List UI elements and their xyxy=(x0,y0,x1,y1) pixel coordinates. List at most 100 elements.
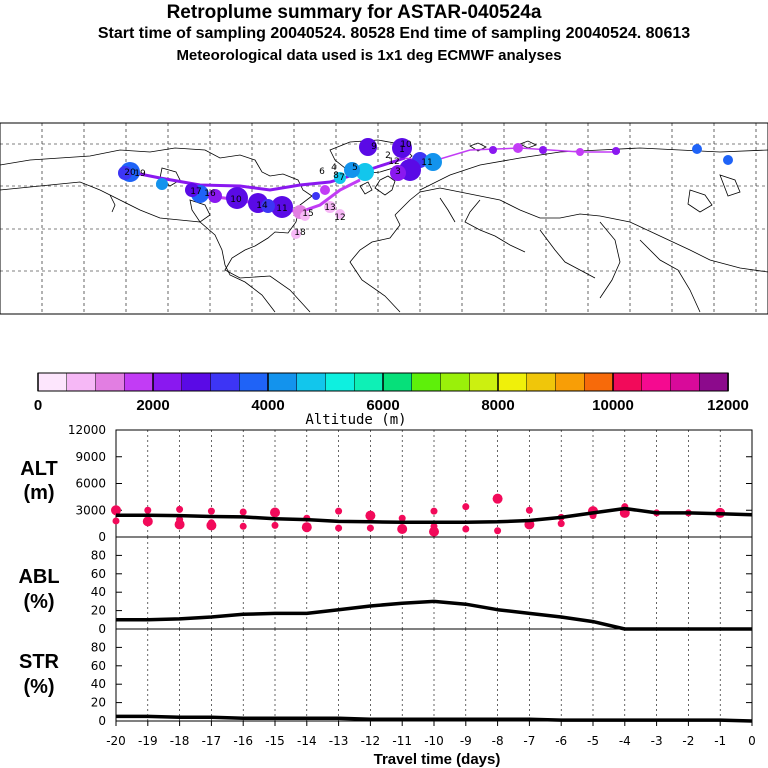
meteo-source: Meteorological data used is 1x1 deg ECMW… xyxy=(176,47,562,64)
plume-number-label: 11 xyxy=(276,204,287,214)
y-tick-label: 0 xyxy=(98,530,106,544)
altitude-point xyxy=(397,523,408,534)
colorbar-cell xyxy=(66,372,97,392)
plume-number-label: 8 xyxy=(333,171,339,181)
main-title: Retroplume summary for ASTAR-040524a xyxy=(166,2,542,23)
plume-marker xyxy=(344,162,360,178)
plume-number-label: 20 xyxy=(124,168,136,178)
sampling-times: Start time of sampling 20040524. 80528 E… xyxy=(97,25,691,42)
plume-marker xyxy=(226,187,248,209)
altitude-point xyxy=(557,520,565,528)
str-label: STR xyxy=(19,651,60,673)
colorbar-cell xyxy=(612,372,643,392)
colorbar-cell xyxy=(181,372,212,392)
plume-number-label: 11 xyxy=(421,158,432,168)
map-grid xyxy=(0,123,768,314)
plume-marker xyxy=(539,146,547,154)
plume-marker xyxy=(118,166,132,180)
colorbar-cell xyxy=(267,372,298,392)
colorbar-cell xyxy=(296,372,327,392)
x-tick-label: -19 xyxy=(138,734,158,748)
plume-number-label: 10 xyxy=(230,195,242,205)
y-tick-label: 12000 xyxy=(68,423,106,437)
altitude-point xyxy=(176,505,184,513)
altitude-point xyxy=(271,521,279,529)
colorbar-cell xyxy=(239,372,269,392)
colorbar-cell xyxy=(354,372,384,392)
colorbar-tick-label: 8000 xyxy=(481,397,514,414)
x-tick-label: -13 xyxy=(329,734,349,748)
y-tick-label: 0 xyxy=(98,622,106,636)
str-series-line xyxy=(116,714,753,723)
colorbar-label: Altitude (m) xyxy=(305,412,406,428)
y-tick-label: 20 xyxy=(91,604,106,618)
altitude-point xyxy=(430,507,438,515)
x-tick-label: -7 xyxy=(523,734,535,748)
colorbar-cell xyxy=(124,372,154,392)
plume-marker xyxy=(612,147,620,155)
plume-number-label: 17 xyxy=(190,187,201,197)
plume-number-label: 16 xyxy=(204,189,216,199)
plume-number-label: 19 xyxy=(134,169,146,179)
plume-number-label: 13 xyxy=(324,203,335,213)
plume-number-label: 18 xyxy=(294,228,306,238)
altitude-point xyxy=(462,503,470,511)
plume-marker xyxy=(692,144,702,154)
plume-marker xyxy=(320,185,330,195)
plume-number-label: 3 xyxy=(395,167,401,177)
plume-number-label: 10 xyxy=(400,140,412,150)
altitude-point xyxy=(112,517,120,525)
altitude-point xyxy=(144,506,152,514)
alt-panel: 0 3000 6000 9000 12000 xyxy=(68,423,753,544)
x-tick-label: -1 xyxy=(714,734,726,748)
alt-label: ALT xyxy=(20,458,57,480)
plume-number-label: 7 xyxy=(339,173,345,183)
altitude-point xyxy=(525,506,533,514)
altitude-point xyxy=(398,514,406,522)
colorbar-cell xyxy=(526,372,557,392)
colorbar-cell xyxy=(152,372,183,392)
colorbar-cell xyxy=(584,372,614,392)
x-tick-label: -3 xyxy=(651,734,663,748)
plume-marker xyxy=(489,146,497,154)
plume-marker xyxy=(271,196,293,218)
plume-number-label: 4 xyxy=(331,163,337,173)
colorbar-cell xyxy=(95,372,125,392)
plume-marker xyxy=(359,138,377,156)
plume-marker xyxy=(334,172,346,184)
colorbar-tick-label: 2000 xyxy=(136,397,169,414)
plume-number-label: 9 xyxy=(371,142,377,152)
colorbar-tick-label: 6000 xyxy=(366,397,399,414)
colorbar-tick-label: 12000 xyxy=(707,397,749,414)
colorbar-cell xyxy=(210,372,240,392)
plume-marker xyxy=(291,229,301,239)
colorbar-cell xyxy=(699,372,729,392)
altitude-point xyxy=(494,527,502,535)
colorbar-cell xyxy=(37,372,68,392)
plume-marker xyxy=(300,211,310,221)
plume-number-label: 12 xyxy=(334,213,345,223)
plume-number-label: 15 xyxy=(302,209,313,219)
colorbar-cell xyxy=(641,372,672,392)
altitude-point xyxy=(111,505,121,516)
plume-marker xyxy=(335,209,345,219)
altitude-point xyxy=(335,507,343,515)
altitude-point xyxy=(142,516,153,527)
x-tick-label: -9 xyxy=(460,734,472,748)
altitude-point xyxy=(206,520,217,531)
x-tick-label: -6 xyxy=(555,734,567,748)
colorbar-cell xyxy=(497,372,528,392)
colorbar-ticks: 0 2000 4000 6000 8000 10000 12000 xyxy=(34,373,749,414)
altitude-point xyxy=(492,493,503,504)
colorbar-cell xyxy=(325,372,355,392)
y-tick-label: 9000 xyxy=(75,450,106,464)
x-axis-ticks: -20 -19 -18 -17 -16 -15 -14 -13 -12 -11 -10 -9 -8 -7-… xyxy=(106,721,756,748)
plume-marker xyxy=(424,153,442,171)
y-tick-label: 20 xyxy=(91,696,106,710)
str-panel: 0 20 40 60 80 xyxy=(91,628,753,728)
plume-marker xyxy=(576,148,584,156)
plume-marker xyxy=(208,189,222,203)
